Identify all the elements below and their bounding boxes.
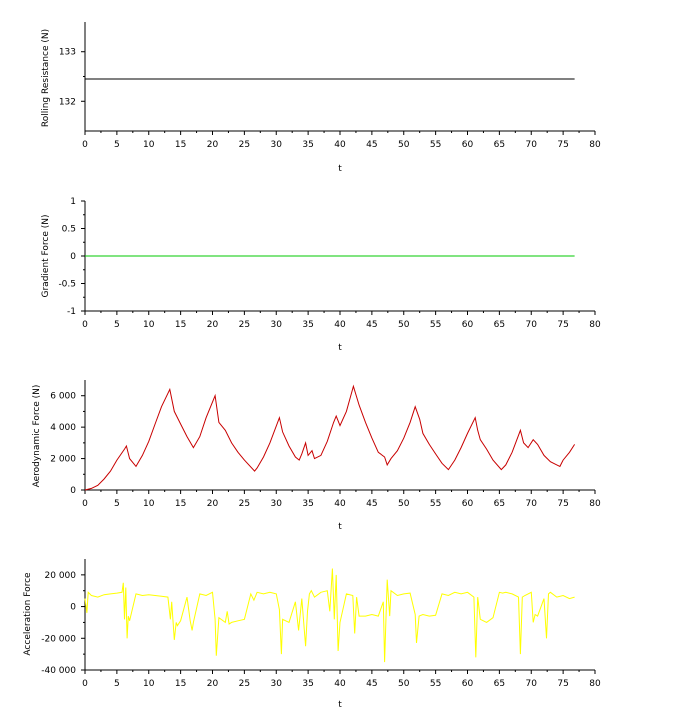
x-tick-label: 10	[143, 499, 155, 509]
xlabel: t	[338, 164, 342, 174]
x-tick-label: 10	[143, 679, 155, 689]
panel-acceleration-force: Acceleration Force t 0 5 10 15 20 25 30 35 40 45 5…	[23, 559, 601, 710]
x-tick-label: 45	[366, 499, 377, 509]
y-tick-label: -20 000	[41, 634, 76, 644]
x-tick-label: 40	[334, 679, 346, 689]
x-tick-label: 65	[494, 320, 505, 330]
panel-aerodynamic-force: Aerodynamic Force (N) t 0 5 10 15 20 25 30 35 40…	[32, 380, 601, 532]
x-tick-label: 5	[114, 140, 120, 150]
x-tick-label: 80	[589, 499, 601, 509]
x-tick-label: 55	[430, 679, 441, 689]
xlabel: t	[338, 700, 342, 710]
x-tick-label: 20	[207, 320, 219, 330]
ylabel: Acceleration Force	[23, 572, 33, 656]
x-tick-label: 40	[334, 499, 346, 509]
x-tick-label: 75	[557, 679, 568, 689]
x-tick-label: 60	[462, 499, 474, 509]
x-tick-label: 35	[302, 140, 313, 150]
x-tick-label: 15	[175, 679, 186, 689]
x-tick-label: 70	[526, 140, 538, 150]
x-tick-label: 0	[82, 140, 88, 150]
x-tick-label: 25	[239, 499, 250, 509]
y-tick-label: -1	[67, 307, 76, 317]
x-tick-label: 55	[430, 499, 441, 509]
x-tick-label: 50	[398, 140, 410, 150]
x-tick-label: 30	[271, 320, 283, 330]
x-tick-label: 50	[398, 320, 410, 330]
panel-gradient-force: Gradient Force (N) t 0 5 10 15 20 25 30 35 40 45 5…	[41, 197, 601, 353]
x-tick-label: 25	[239, 320, 250, 330]
ylabel: Gradient Force (N)	[41, 215, 51, 298]
x-tick-label: 20	[207, 499, 219, 509]
x-tick-label: 50	[398, 679, 410, 689]
x-tick-label: 40	[334, 320, 346, 330]
x-tick-label: 35	[302, 679, 313, 689]
x-tick-label: 5	[114, 679, 120, 689]
x-tick-label: 75	[557, 499, 568, 509]
x-tick-label: 0	[82, 320, 88, 330]
x-tick-label: 60	[462, 140, 474, 150]
x-tick-label: 0	[82, 499, 88, 509]
y-tick-label: 133	[59, 48, 76, 58]
ylabel: Aerodynamic Force (N)	[32, 385, 42, 488]
x-tick-label: 55	[430, 140, 441, 150]
x-tick-label: 80	[589, 679, 601, 689]
x-tick-label: 45	[366, 679, 377, 689]
x-tick-label: 60	[462, 320, 474, 330]
x-tick-label: 30	[271, 499, 283, 509]
x-tick-label: 40	[334, 140, 346, 150]
x-tick-label: 45	[366, 320, 377, 330]
x-tick-label: 10	[143, 320, 155, 330]
x-tick-label: 60	[462, 679, 474, 689]
y-tick-label: 6 000	[50, 392, 76, 402]
panel-rolling-resistance: Rolling Resistance (N) t 0 5 10 15 20 25 30 35 4…	[41, 22, 601, 174]
x-tick-label: 45	[366, 140, 377, 150]
xlabel: t	[338, 343, 342, 353]
x-tick-label: 55	[430, 320, 441, 330]
x-tick-label: 5	[114, 499, 120, 509]
x-tick-label: 65	[494, 679, 505, 689]
x-tick-label: 15	[175, 499, 186, 509]
x-tick-label: 5	[114, 320, 120, 330]
y-tick-label: 0	[70, 252, 76, 262]
x-tick-label: 25	[239, 679, 250, 689]
series-line	[84, 384, 576, 491]
x-tick-label: 80	[589, 140, 601, 150]
x-tick-label: 35	[302, 320, 313, 330]
x-tick-label: 50	[398, 499, 410, 509]
x-tick-label: 20	[207, 140, 219, 150]
y-tick-label: 4 000	[50, 423, 76, 433]
x-tick-label: 70	[526, 499, 538, 509]
y-tick-label: 0.5	[62, 225, 76, 235]
x-tick-label: 30	[271, 679, 283, 689]
y-tick-label: -40 000	[41, 666, 76, 676]
x-tick-label: 0	[82, 679, 88, 689]
x-tick-label: 75	[557, 140, 568, 150]
y-tick-label: -0.5	[58, 280, 76, 290]
x-tick-label: 15	[175, 320, 186, 330]
y-tick-label: 0	[70, 603, 76, 613]
xlabel: t	[338, 522, 342, 532]
x-tick-label: 20	[207, 679, 219, 689]
x-tick-label: 75	[557, 320, 568, 330]
y-tick-label: 2 000	[50, 455, 76, 465]
series-line	[84, 568, 575, 663]
x-tick-label: 65	[494, 140, 505, 150]
x-tick-label: 70	[526, 679, 538, 689]
x-tick-label: 15	[175, 140, 186, 150]
y-tick-label: 132	[59, 97, 76, 107]
ylabel: Rolling Resistance (N)	[41, 29, 51, 127]
y-tick-label: 1	[70, 197, 76, 207]
x-tick-label: 80	[589, 320, 601, 330]
x-tick-label: 25	[239, 140, 250, 150]
x-tick-label: 70	[526, 320, 538, 330]
y-tick-label: 20 000	[45, 571, 77, 581]
y-tick-label: 0	[70, 486, 76, 496]
x-tick-label: 30	[271, 140, 283, 150]
x-tick-label: 65	[494, 499, 505, 509]
x-tick-label: 35	[302, 499, 313, 509]
x-tick-label: 10	[143, 140, 155, 150]
